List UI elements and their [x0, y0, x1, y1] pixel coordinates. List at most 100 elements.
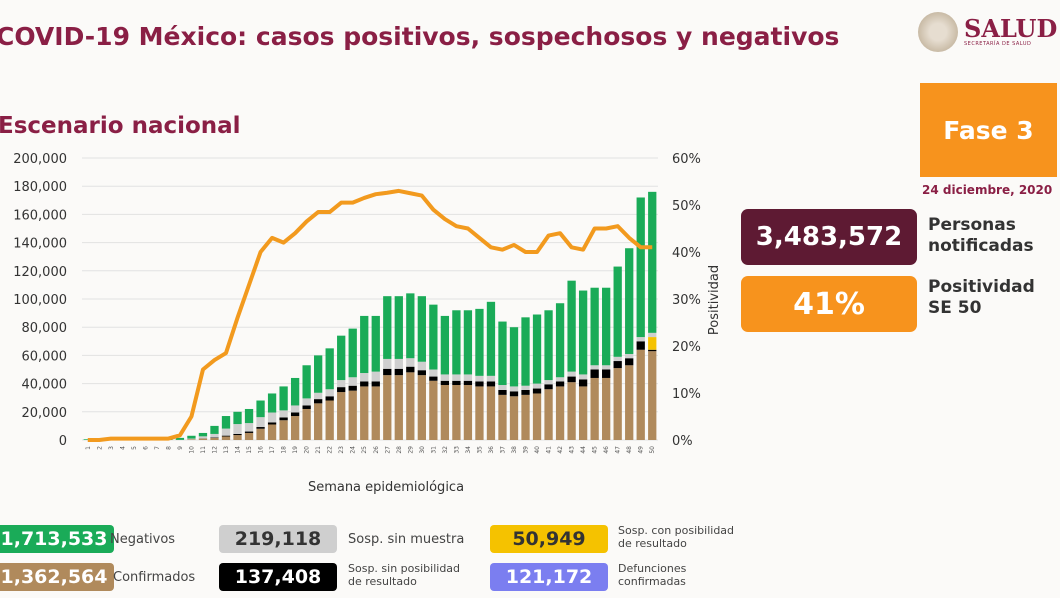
- bar-segment-sosp-sin-posibilidad-de-resultado-week-43: [567, 376, 576, 383]
- legend-label-line: Sosp. sin muestra: [348, 532, 465, 547]
- bar-segment-sosp-sin-posibilidad-de-resultado-week-32: [440, 380, 450, 386]
- y2-tick-label: 40%: [672, 246, 701, 261]
- y-tick-label: 120,000: [13, 265, 67, 280]
- x-tick-label: 20: [304, 446, 311, 454]
- bar-segment-sosp-sin-muestra-week-19: [290, 405, 300, 413]
- x-tick-label: 33: [453, 446, 460, 454]
- bar-segment-sosp-sin-muestra-week-26: [371, 371, 380, 382]
- bar-segment-negativos-week-35: [475, 308, 484, 376]
- bar-segment-confirmados-week-50: [648, 351, 657, 440]
- x-tick-label: 31: [430, 446, 437, 454]
- bar-segment-confirmados-week-35: [475, 386, 484, 440]
- legend-label-line: Confirmados: [113, 570, 196, 585]
- x-tick-label: 41: [546, 446, 553, 454]
- bar-segment-sosp-sin-posibilidad-de-resultado-week-30: [417, 370, 426, 376]
- bar-segment-negativos-week-11: [198, 432, 208, 437]
- y-tick-label: 0: [59, 434, 67, 449]
- bar-segment-sosp-sin-posibilidad-de-resultado-week-47: [613, 361, 622, 369]
- bar-segment-negativos-week-43: [567, 280, 576, 372]
- bar-segment-confirmados-week-33: [452, 385, 461, 440]
- bar-segment-negativos-week-50: [648, 191, 657, 333]
- legend-label-line: Negativos: [110, 532, 176, 547]
- bar-segment-negativos-week-19: [290, 377, 300, 406]
- y-tick-label: 20,000: [22, 406, 68, 421]
- bar-segment-confirmados-week-46: [602, 377, 611, 440]
- bar-segment-sosp-sin-posibilidad-de-resultado-week-25: [360, 381, 369, 387]
- bar-segment-negativos-week-36: [486, 301, 496, 376]
- x-tick-label: 3: [108, 446, 115, 450]
- bar-segment-sosp-sin-posibilidad-de-resultado-week-50: [648, 349, 657, 352]
- bar-segment-sosp-sin-posibilidad-de-resultado-week-35: [475, 381, 484, 387]
- bar-segment-sosp-sin-posibilidad-de-resultado-week-26: [371, 381, 380, 387]
- y-tick-label: 140,000: [13, 237, 67, 252]
- bar-segment-confirmados-week-29: [406, 372, 415, 440]
- bar-segment-confirmados-week-26: [371, 386, 380, 440]
- legend-value-2: 50,949: [490, 525, 608, 553]
- bar-segment-negativos-week-21: [314, 355, 323, 393]
- x-tick-label: 10: [188, 446, 195, 454]
- bar-segment-sosp-sin-muestra-week-14: [233, 424, 242, 434]
- bar-segment-sosp-sin-muestra-week-45: [590, 365, 599, 370]
- x-tick-label: 1: [85, 446, 92, 450]
- bar-segment-negativos-week-37: [498, 321, 507, 386]
- bar-segment-sosp-sin-muestra-week-32: [440, 374, 450, 381]
- bar-segment-sosp-sin-posibilidad-de-resultado-week-40: [532, 388, 542, 394]
- bar-segment-negativos-week-49: [636, 197, 645, 338]
- kpi-notified-value: 3,483,572: [741, 209, 917, 265]
- bar-segment-negativos-week-24: [348, 328, 357, 378]
- bar-segment-negativos-week-45: [590, 287, 599, 366]
- legend-label-0: Negativos: [110, 533, 175, 547]
- legend-label-5: Defunciones confirmadas: [618, 562, 686, 588]
- bar-segment-negativos-week-40: [532, 314, 542, 384]
- bar-segment-sosp-sin-muestra-week-50: [648, 332, 657, 338]
- bar-segment-sosp-sin-muestra-week-17: [267, 412, 277, 423]
- bar-segment-sosp-sin-posibilidad-de-resultado-week-23: [337, 387, 346, 393]
- kpi-positivity-value: 41%: [741, 276, 917, 332]
- bar-segment-sosp-sin-posibilidad-de-resultado-week-39: [521, 389, 530, 395]
- x-tick-label: 39: [523, 446, 530, 454]
- bar-segment-confirmados-week-19: [290, 416, 300, 440]
- bar-segment-negativos-week-46: [602, 287, 611, 366]
- y-tick-label: 160,000: [13, 208, 67, 223]
- bar-segment-sosp-sin-muestra-week-38: [509, 386, 519, 392]
- y-tick-label: 180,000: [13, 180, 67, 195]
- bar-segment-sosp-sin-posibilidad-de-resultado-week-33: [452, 380, 461, 386]
- y2-tick-label: 50%: [672, 199, 701, 214]
- brand-name: SALUD: [964, 14, 1058, 43]
- legend-value-1: 219,118: [219, 525, 337, 553]
- bar-segment-confirmados-week-48: [625, 365, 634, 440]
- x-tick-label: 25: [361, 446, 368, 454]
- legend-value-0: 1,713,533: [0, 525, 114, 553]
- y-tick-label: 200,000: [13, 152, 67, 167]
- report-date: 24 diciembre, 2020: [922, 183, 1053, 197]
- x-tick-label: 48: [626, 446, 633, 454]
- bar-segment-negativos-week-18: [279, 386, 288, 411]
- bar-segment-negativos-week-14: [233, 411, 242, 425]
- bar-segment-sosp-sin-muestra-week-48: [625, 353, 634, 359]
- bar-segment-negativos-week-9: [175, 437, 185, 440]
- bar-segment-confirmados-week-28: [394, 375, 403, 440]
- bar-segment-confirmados-week-22: [325, 400, 334, 440]
- x-tick-label: 28: [396, 446, 403, 454]
- legend-value-4: 137,408: [219, 563, 337, 591]
- x-tick-label: 16: [258, 446, 265, 454]
- bar-segment-sosp-sin-posibilidad-de-resultado-week-15: [244, 431, 254, 433]
- bar-segment-sosp-sin-posibilidad-de-resultado-week-44: [578, 379, 588, 387]
- legend-label-3: Confirmados: [113, 571, 195, 585]
- bar-segment-confirmados-week-36: [486, 386, 496, 440]
- bar-segment-sosp-sin-muestra-week-42: [555, 377, 565, 382]
- bar-segment-negativos-week-31: [429, 304, 438, 370]
- chart: 0 20,000 40,000 60,000 80,000 100,000 120,000 1…: [13, 152, 722, 495]
- y2-tick-label: 60%: [672, 152, 701, 167]
- bar-segment-sosp-sin-muestra-week-20: [302, 398, 311, 406]
- bar-segment-sosp-sin-posibilidad-de-resultado-week-36: [486, 381, 496, 387]
- bar-segment-sosp-sin-posibilidad-de-resultado-week-21: [314, 399, 323, 404]
- bar-segment-sosp-sin-muestra-week-18: [279, 410, 288, 418]
- bar-segment-confirmados-week-16: [256, 428, 265, 440]
- bar-segment-sosp-sin-posibilidad-de-resultado-week-48: [625, 358, 634, 366]
- bar-segment-sosp-sin-muestra-week-47: [613, 356, 622, 362]
- legend-value-3: 1,362,564: [0, 563, 114, 591]
- bar-segment-sosp-sin-muestra-week-46: [602, 365, 611, 370]
- bar-segment-confirmados-week-15: [244, 432, 254, 440]
- bar-segment-sosp-sin-muestra-week-16: [256, 417, 265, 428]
